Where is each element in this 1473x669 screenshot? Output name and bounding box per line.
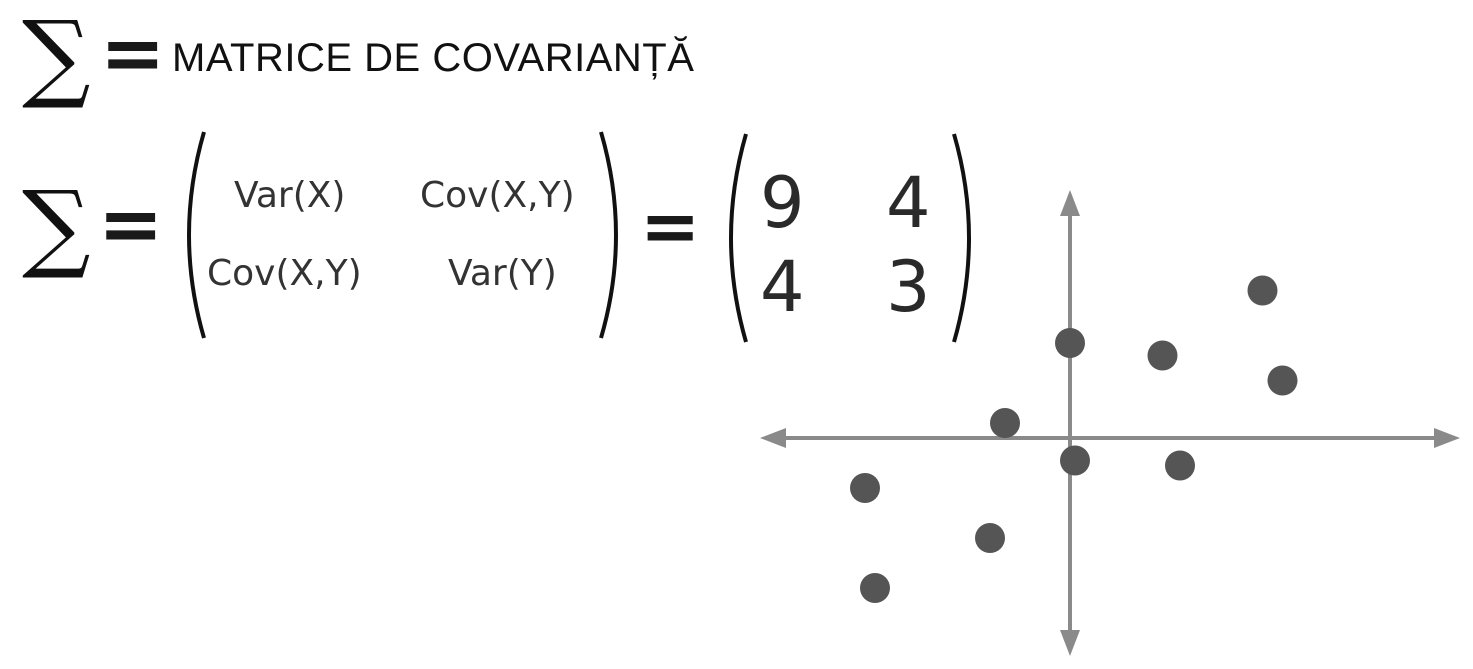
x-axis-arrow-left [760, 428, 786, 448]
scatter-point [1247, 275, 1278, 306]
scatter-point [1165, 450, 1195, 481]
scatter-point [1267, 365, 1298, 396]
equals-sign-numeric: = [640, 184, 701, 268]
plot-points [850, 275, 1298, 603]
right-paren-numeric [952, 133, 971, 343]
matrix-value-r2c1: 4 [760, 246, 805, 328]
matrix-cell-var-y: Var(Y) [448, 253, 557, 294]
matrix-value-r2c2: 3 [886, 246, 931, 328]
sigma-symbol-formula: ∑ [22, 170, 91, 282]
scatter-point [990, 408, 1020, 438]
scatter-point [975, 523, 1005, 553]
y-axis-arrow-up [1060, 190, 1080, 216]
right-paren-symbolic [599, 131, 618, 339]
matrix-value-r1c1: 9 [760, 162, 805, 244]
x-axis-arrow-right [1434, 428, 1460, 448]
scatter-point [1147, 340, 1178, 371]
matrix-cell-cov-xy-bottom: Cov(X,Y) [207, 253, 362, 294]
left-paren-numeric [729, 133, 748, 343]
scatter-point [1060, 445, 1090, 476]
matrix-cell-cov-xy-top: Cov(X,Y) [420, 175, 575, 216]
scatter-point [1055, 328, 1085, 358]
matrix-value-r1c2: 4 [886, 162, 931, 244]
left-paren-symbolic [187, 131, 206, 339]
plot-axes [760, 190, 1460, 656]
page-title: MATRICE DE COVARIANȚĂ [172, 36, 695, 80]
scatter-point [860, 573, 890, 603]
equals-sign-formula: = [98, 180, 164, 270]
scatter-point [850, 473, 880, 503]
scatter-plot [760, 190, 1460, 656]
y-axis-arrow-down [1060, 630, 1080, 656]
sigma-symbol: ∑ [22, 0, 91, 112]
equals-sign: = [100, 9, 166, 99]
matrix-cell-var-x: Var(X) [234, 175, 346, 216]
